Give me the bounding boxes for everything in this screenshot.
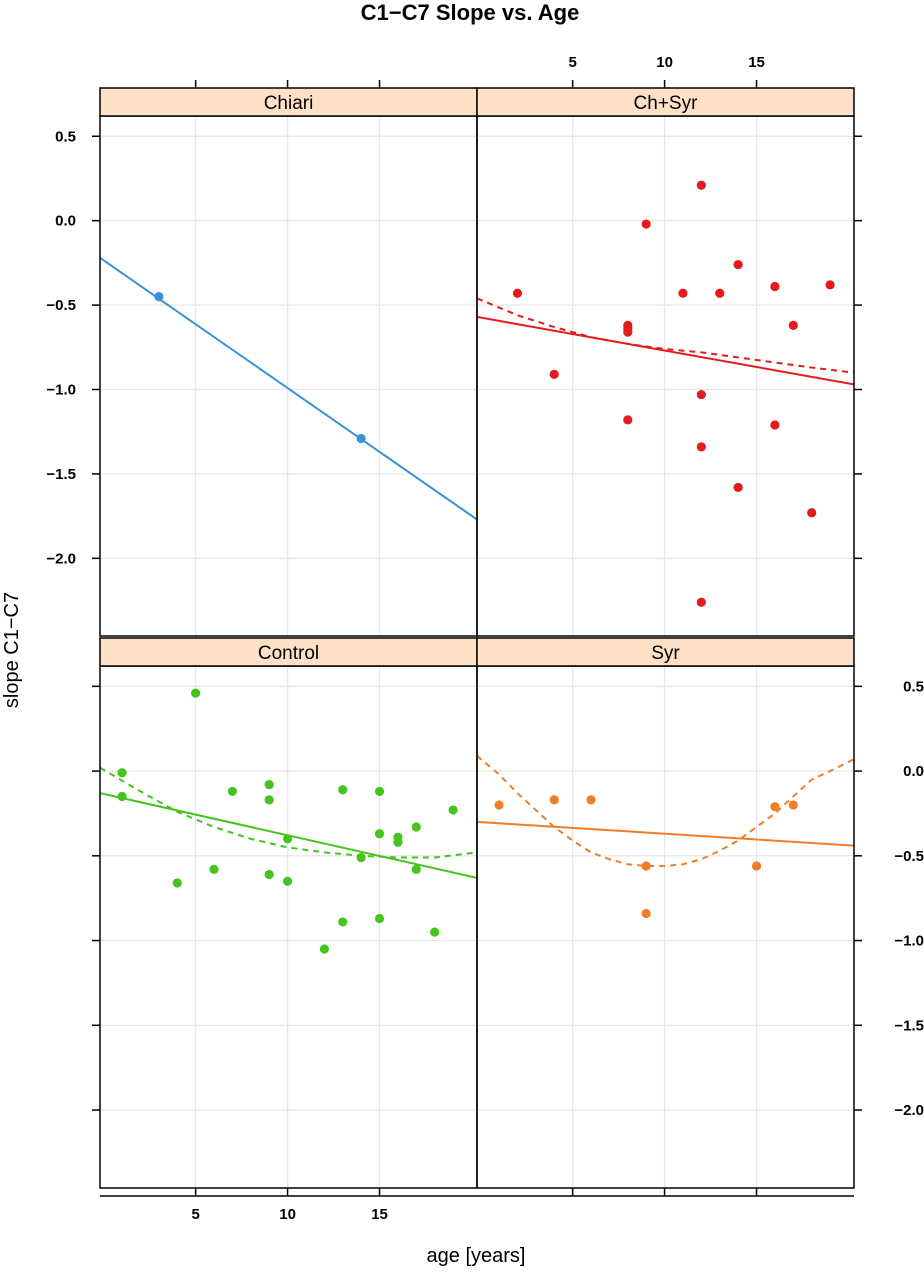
data-point [586,795,596,805]
data-point [751,861,762,871]
panel-syr: Syr [476,637,855,1189]
strip-label-ch-syr: Ch+Syr [634,93,699,114]
data-point [393,837,403,847]
quadratic-fit-line [477,297,854,374]
data-point [338,785,348,795]
data-point [641,908,651,919]
strip-label-control: Control [258,643,319,664]
data-point [825,280,835,290]
data-point [319,944,329,954]
x-tick-label-top: 15 [748,54,765,71]
y-tick-label: −2.0 [46,550,76,567]
panel-ch-syr: Ch+Syr [476,87,855,637]
data-point [117,791,127,802]
y-tick-label-right: 0.5 [903,678,924,695]
y-tick-label-right: −0.5 [894,848,924,865]
data-point [696,180,706,190]
data-point [696,597,706,607]
data-point [374,913,385,924]
y-tick-label: −0.5 [46,297,76,314]
x-tick-label: 5 [191,1206,199,1223]
data-point [641,861,651,871]
strip-control [99,637,478,667]
y-tick-label-right: −1.0 [894,933,924,950]
quadratic-fit-line [477,755,854,867]
data-point [696,442,706,452]
data-point [623,415,633,425]
data-point [448,805,458,815]
data-point [374,829,385,839]
data-point [807,508,817,518]
data-point [696,389,706,400]
data-point [191,688,201,698]
fit-lines [100,766,477,879]
linear-fit-line [477,820,854,847]
data-point [770,802,780,812]
data-point [117,768,127,778]
data-point [264,869,274,880]
quadratic-fit-line [100,766,477,859]
y-axis-title: slope C1−C7 [1,592,23,708]
data-point [264,780,274,790]
data-point [623,327,633,337]
y-tick-label-right: −2.0 [894,1102,924,1119]
data-point [209,864,219,874]
data-point [715,288,725,298]
data-point [264,795,274,805]
data-point [494,800,504,810]
fit-lines [477,297,854,386]
x-tick-label: 10 [279,1206,296,1223]
data-point [678,288,688,298]
data-point [733,482,743,493]
data-point [227,786,238,797]
data-point [788,320,798,330]
data-point [411,822,421,832]
fit-lines [100,256,477,521]
data-point [549,795,559,805]
panel-control: Control [99,637,478,1189]
data-point [282,876,293,886]
x-tick-label-top: 10 [656,54,673,71]
data-point [512,288,523,298]
data-point [282,834,293,844]
strip-label-syr: Syr [651,643,680,664]
data-point [172,878,182,888]
fit-lines [477,755,854,867]
data-point [549,369,559,379]
linear-fit-line [100,256,477,521]
y-tick-label: −1.0 [46,382,76,399]
data-point [374,786,385,797]
data-point [770,420,780,430]
data-point [430,927,440,937]
data-point [338,917,348,927]
panel-chiari: Chiari [99,87,478,637]
data-point [154,292,164,302]
data-point [770,281,780,292]
data-point [356,433,366,444]
linear-fit-line [477,315,854,386]
data-point [788,800,798,810]
y-tick-label: −1.5 [46,466,76,483]
y-tick-label-right: −1.5 [894,1017,924,1034]
data-point [733,259,743,270]
panels-group: Chiari Ch+Syr Control Syr 5 10 15 5 10 15 0.5 0.0 −0… [46,54,924,1223]
strip-chiari [99,87,478,117]
x-axis-title: age [years] [427,1245,526,1267]
chart-title: C1−C7 Slope vs. Age [361,0,580,25]
y-tick-label: 0.5 [55,128,76,145]
x-tick-label: 15 [371,1206,388,1223]
axes-group: 5 10 15 5 10 15 0.5 0.0 −0.5 −1.0 −1.5 −2.0 0.5 0.0 −0… [46,54,924,1223]
data-point [356,852,366,863]
data-point [641,219,651,229]
y-tick-label-right: 0.0 [903,763,924,780]
strip-ch-syr [476,87,855,117]
data-point [411,864,421,874]
y-tick-label: 0.0 [55,213,76,230]
x-tick-label-top: 5 [568,54,576,71]
strip-syr [476,637,855,667]
strip-label-chiari: Chiari [264,93,314,114]
